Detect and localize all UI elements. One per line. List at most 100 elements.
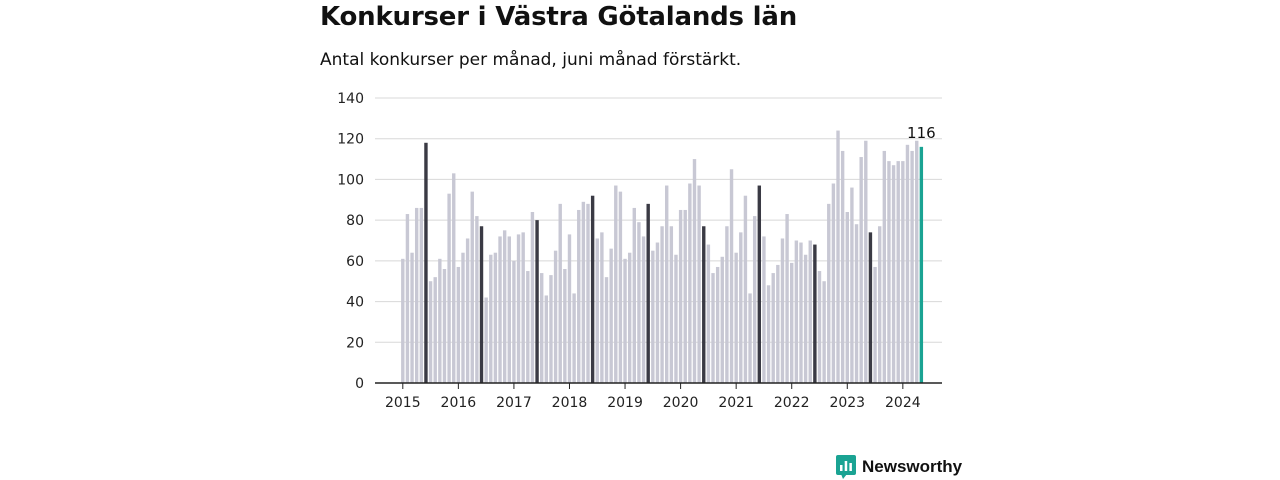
bar bbox=[581, 201, 586, 383]
bar bbox=[530, 212, 535, 383]
bar bbox=[540, 273, 544, 383]
x-tick-label: 2019 bbox=[607, 395, 643, 411]
bar bbox=[678, 209, 683, 383]
bar bbox=[762, 236, 766, 383]
bar bbox=[438, 258, 442, 383]
bar bbox=[752, 216, 757, 383]
bar bbox=[831, 183, 836, 383]
bar bbox=[595, 238, 599, 383]
bar bbox=[549, 275, 553, 383]
bar bbox=[433, 277, 437, 383]
bar bbox=[637, 222, 641, 383]
bar bbox=[919, 146, 924, 383]
bar bbox=[410, 252, 414, 383]
bar bbox=[651, 250, 655, 383]
bar bbox=[558, 203, 562, 383]
x-tick-label: 2024 bbox=[885, 395, 921, 411]
bar bbox=[711, 273, 715, 383]
x-tick-label: 2020 bbox=[663, 395, 699, 411]
bar bbox=[790, 262, 794, 383]
bar bbox=[877, 226, 882, 383]
bar bbox=[489, 254, 493, 383]
bar bbox=[465, 238, 470, 383]
bar bbox=[836, 130, 840, 383]
y-tick-label: 140 bbox=[337, 91, 364, 107]
bar bbox=[655, 242, 660, 383]
y-tick-label: 40 bbox=[346, 295, 364, 311]
bar bbox=[702, 226, 706, 383]
bar bbox=[646, 203, 650, 383]
bar bbox=[915, 140, 919, 383]
bar bbox=[785, 214, 789, 383]
y-tick-label: 120 bbox=[337, 132, 364, 148]
bar bbox=[850, 187, 854, 383]
bar bbox=[401, 258, 405, 383]
bar bbox=[475, 216, 479, 383]
bars bbox=[401, 130, 924, 383]
bar bbox=[479, 226, 484, 383]
y-tick-label: 80 bbox=[346, 213, 364, 229]
bar bbox=[609, 248, 613, 383]
bar bbox=[470, 191, 474, 383]
bar bbox=[456, 266, 461, 383]
bar bbox=[424, 142, 428, 383]
bar bbox=[720, 256, 724, 383]
bar bbox=[776, 264, 780, 383]
bar bbox=[896, 161, 900, 383]
bar bbox=[544, 295, 549, 383]
bar bbox=[827, 203, 831, 383]
bar bbox=[873, 266, 877, 383]
bar bbox=[706, 244, 711, 383]
bar bbox=[563, 269, 567, 383]
logo-text: Newsworthy bbox=[862, 457, 963, 476]
bar bbox=[840, 150, 845, 383]
bar bbox=[845, 212, 849, 383]
bar bbox=[614, 185, 618, 383]
bar bbox=[854, 224, 859, 383]
bar bbox=[803, 254, 808, 383]
bar bbox=[813, 244, 817, 383]
bar bbox=[794, 240, 799, 383]
y-tick-label: 20 bbox=[346, 335, 364, 351]
bar bbox=[669, 226, 674, 383]
bar bbox=[799, 242, 803, 383]
bar bbox=[725, 226, 729, 383]
bar bbox=[516, 234, 521, 383]
bar bbox=[586, 203, 590, 383]
bar bbox=[743, 195, 748, 383]
bar bbox=[739, 232, 743, 383]
bar bbox=[683, 209, 687, 383]
bar bbox=[419, 207, 424, 383]
latest-value-label: 116 bbox=[907, 124, 936, 142]
bar bbox=[577, 209, 581, 383]
bar bbox=[887, 161, 891, 383]
bar bbox=[502, 230, 507, 383]
bar bbox=[627, 252, 632, 383]
x-tick-label: 2017 bbox=[496, 395, 532, 411]
bar bbox=[590, 195, 595, 383]
y-tick-label: 100 bbox=[337, 172, 364, 188]
bar bbox=[665, 185, 669, 383]
bar bbox=[535, 220, 539, 383]
x-tick-label: 2022 bbox=[774, 395, 810, 411]
bar bbox=[688, 183, 692, 383]
bar bbox=[882, 150, 887, 383]
bar bbox=[600, 232, 604, 383]
chart-subtitle: Antal konkurser per månad, juni månad fö… bbox=[320, 50, 742, 70]
bar bbox=[618, 191, 623, 383]
bar bbox=[901, 161, 905, 383]
bar bbox=[891, 165, 896, 383]
bar bbox=[674, 254, 678, 383]
bar bbox=[910, 150, 914, 383]
bar bbox=[498, 236, 502, 383]
bar bbox=[808, 240, 812, 383]
bar bbox=[414, 207, 419, 383]
bar bbox=[507, 236, 511, 383]
bar bbox=[729, 169, 734, 383]
bar bbox=[757, 185, 762, 383]
bar bbox=[817, 271, 822, 383]
bar bbox=[859, 157, 863, 383]
y-tick-label: 0 bbox=[355, 376, 364, 392]
bar bbox=[748, 293, 752, 383]
bar bbox=[780, 238, 785, 383]
